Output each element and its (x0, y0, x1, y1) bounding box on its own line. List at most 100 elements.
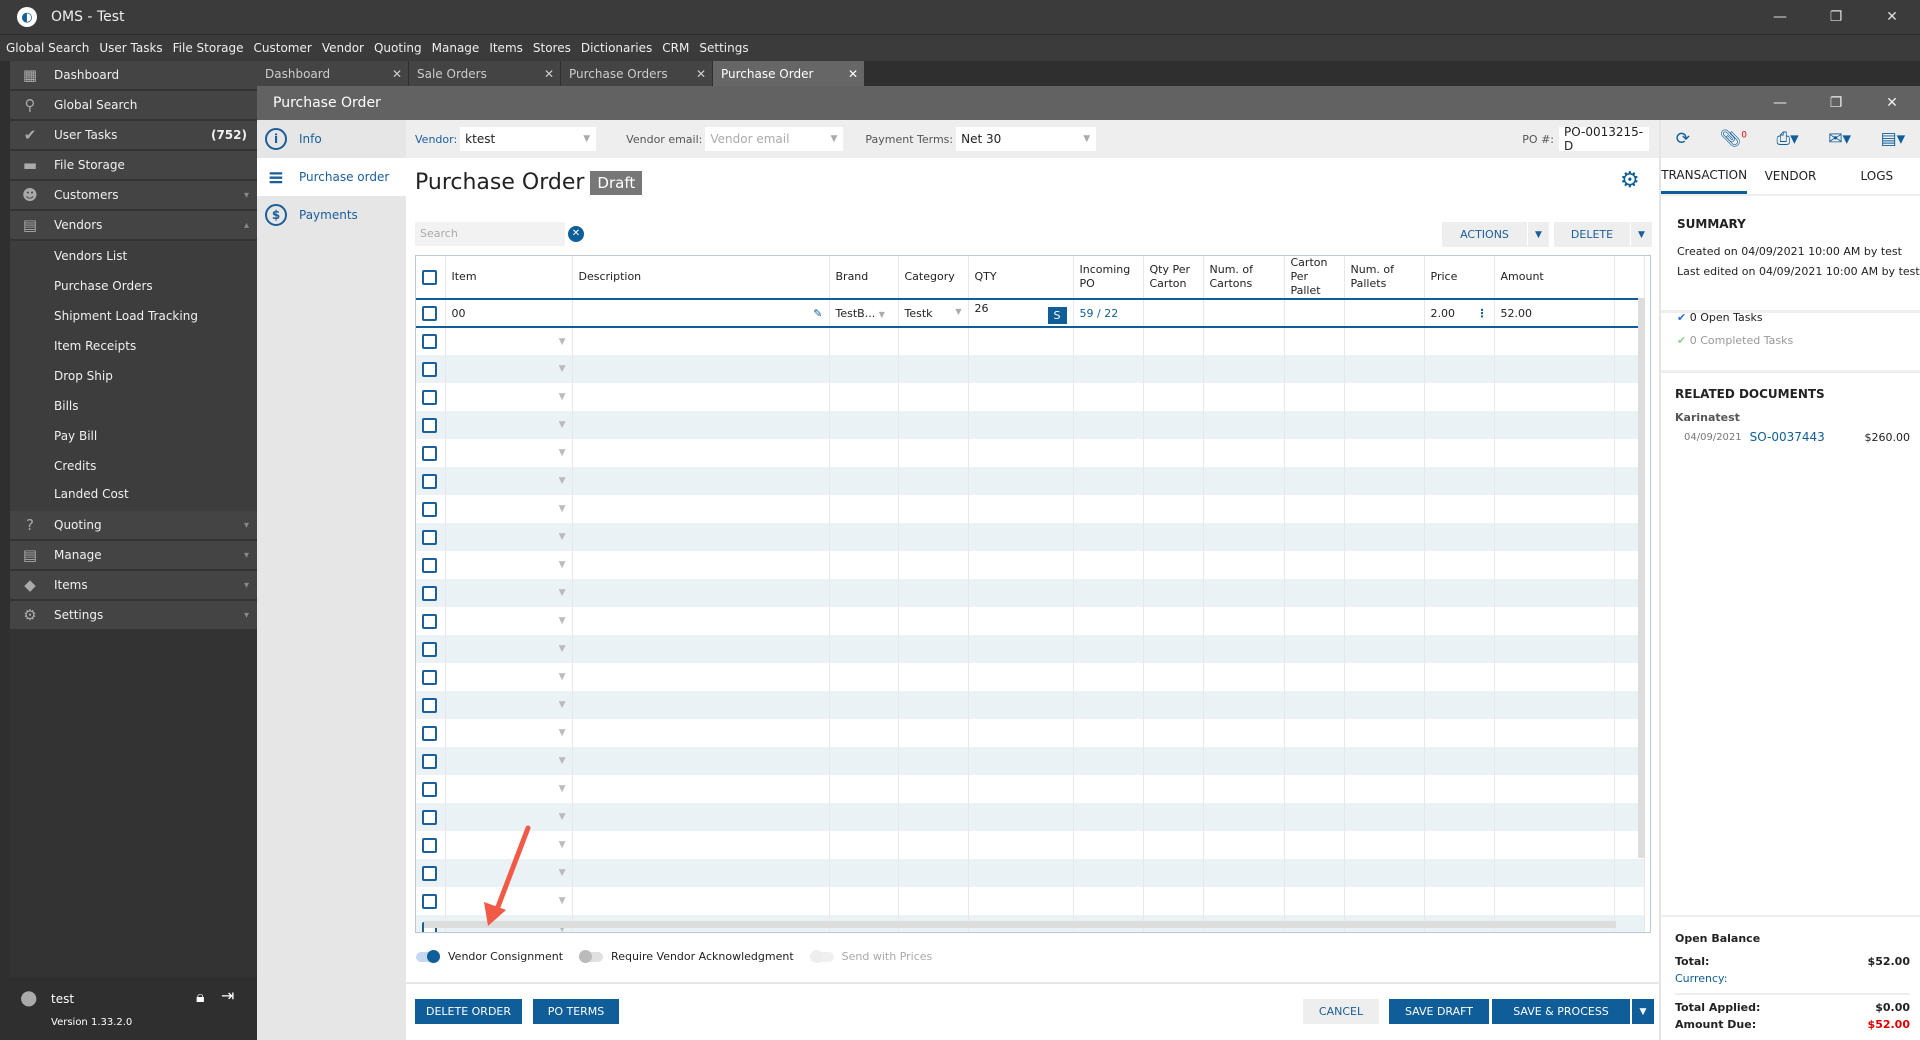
empty-cell[interactable] (1424, 383, 1495, 411)
empty-cell[interactable] (1284, 439, 1345, 467)
empty-cell[interactable] (829, 355, 899, 383)
empty-cell[interactable] (1344, 775, 1425, 803)
empty-cell[interactable] (968, 579, 1074, 607)
empty-cell[interactable] (1424, 355, 1495, 383)
empty-cell[interactable] (572, 859, 830, 887)
table-row[interactable]: ▼ (416, 607, 1645, 635)
empty-cell[interactable] (572, 719, 830, 747)
empty-cell[interactable] (572, 803, 830, 831)
empty-cell[interactable] (1284, 635, 1345, 663)
empty-cell[interactable] (1203, 803, 1285, 831)
row-checkbox[interactable] (416, 635, 446, 663)
empty-cell[interactable] (1073, 355, 1144, 383)
print-icon[interactable]: ⎙▾ (1776, 129, 1799, 149)
tab-close-icon[interactable]: ✕ (543, 66, 554, 81)
empty-cell[interactable] (829, 775, 899, 803)
empty-cell[interactable] (1284, 663, 1345, 691)
empty-cell[interactable] (1143, 775, 1204, 803)
column-brand[interactable]: Brand (829, 256, 899, 299)
empty-cell[interactable] (1073, 635, 1144, 663)
tab-transaction[interactable]: TRANSACTION (1661, 158, 1748, 194)
item-cell[interactable]: ▼ (445, 635, 573, 663)
row-checkbox[interactable] (416, 383, 446, 411)
row-checkbox[interactable] (416, 803, 446, 831)
sidebar-subitem-vendors-list[interactable]: Vendors List (10, 241, 257, 271)
empty-cell[interactable] (1494, 579, 1615, 607)
item-cell[interactable]: ▼ (445, 579, 573, 607)
menu-settings[interactable]: Settings (699, 41, 749, 55)
grid-search-input[interactable]: Search (415, 222, 565, 246)
empty-cell[interactable] (1284, 775, 1345, 803)
empty-cell[interactable] (829, 439, 899, 467)
item-cell[interactable]: ▼ (445, 495, 573, 523)
empty-cell[interactable] (1143, 299, 1204, 327)
row-checkbox[interactable] (416, 691, 446, 719)
item-cell[interactable]: ▼ (445, 355, 573, 383)
menu-stores[interactable]: Stores (532, 41, 571, 55)
window-minimize-button[interactable]: — (1773, 95, 1787, 111)
empty-cell[interactable] (572, 383, 830, 411)
empty-cell[interactable] (1284, 859, 1345, 887)
empty-cell[interactable] (1344, 607, 1425, 635)
empty-cell[interactable] (968, 887, 1074, 915)
empty-cell[interactable] (1494, 495, 1615, 523)
empty-cell[interactable] (968, 383, 1074, 411)
empty-cell[interactable] (1073, 775, 1144, 803)
empty-cell[interactable] (829, 579, 899, 607)
empty-cell[interactable] (572, 663, 830, 691)
empty-cell[interactable] (968, 803, 1074, 831)
empty-cell[interactable] (1494, 775, 1615, 803)
empty-cell[interactable] (1494, 859, 1615, 887)
menu-global-search[interactable]: Global Search (6, 41, 90, 55)
item-cell[interactable]: ▼ (445, 383, 573, 411)
empty-cell[interactable] (1284, 579, 1345, 607)
empty-cell[interactable] (572, 355, 830, 383)
empty-cell[interactable] (968, 467, 1074, 495)
item-cell[interactable]: ▼ (445, 411, 573, 439)
empty-cell[interactable] (1284, 355, 1345, 383)
column-item[interactable]: Item (445, 256, 573, 299)
table-row[interactable]: ▼ (416, 579, 1645, 607)
empty-cell[interactable] (1424, 495, 1495, 523)
empty-cell[interactable] (1143, 551, 1204, 579)
empty-cell[interactable] (572, 411, 830, 439)
empty-cell[interactable] (1073, 887, 1144, 915)
table-row[interactable]: ▼ (416, 859, 1645, 887)
empty-cell[interactable] (1614, 915, 1645, 932)
empty-cell[interactable] (1494, 355, 1615, 383)
nav-info[interactable]: i Info (257, 120, 406, 158)
sidebar-item-manage[interactable]: ▤ Manage ▾ (10, 541, 257, 571)
empty-cell[interactable] (1143, 411, 1204, 439)
empty-cell[interactable] (1424, 831, 1495, 859)
toggle-require-vendor-acknowledgment[interactable]: Require Vendor Acknowledgment (579, 949, 794, 963)
qty-cell[interactable]: 26 S (968, 299, 1074, 327)
empty-cell[interactable] (898, 355, 969, 383)
row-checkbox[interactable] (416, 747, 446, 775)
empty-cell[interactable] (1073, 439, 1144, 467)
sidebar-item-customers[interactable]: ☻ Customers ▾ (10, 181, 257, 211)
empty-cell[interactable] (1143, 719, 1204, 747)
empty-cell[interactable] (1203, 663, 1285, 691)
empty-cell[interactable] (1344, 663, 1425, 691)
vendor-email-select[interactable]: Vendor email ▼ (705, 127, 844, 151)
empty-cell[interactable] (572, 831, 830, 859)
empty-cell[interactable] (1203, 355, 1285, 383)
tab-close-icon[interactable]: ✕ (847, 66, 858, 81)
empty-cell[interactable] (829, 327, 899, 355)
empty-cell[interactable] (829, 831, 899, 859)
save-process-button[interactable]: SAVE & PROCESS (1492, 999, 1630, 1024)
item-cell[interactable]: ▼ (445, 439, 573, 467)
empty-cell[interactable] (1284, 523, 1345, 551)
table-row[interactable]: ▼ (416, 467, 1645, 495)
empty-cell[interactable] (1203, 327, 1285, 355)
empty-cell[interactable] (1143, 355, 1204, 383)
empty-cell[interactable] (1073, 327, 1144, 355)
empty-cell[interactable] (1344, 355, 1425, 383)
empty-cell[interactable] (898, 439, 969, 467)
toggle-send-with-prices[interactable]: Send with Prices (809, 949, 932, 963)
empty-cell[interactable] (1073, 495, 1144, 523)
empty-cell[interactable] (1284, 691, 1345, 719)
menu-items[interactable]: Items (489, 41, 523, 55)
empty-cell[interactable] (1143, 663, 1204, 691)
column-incoming-po[interactable]: Incoming PO (1073, 256, 1144, 299)
